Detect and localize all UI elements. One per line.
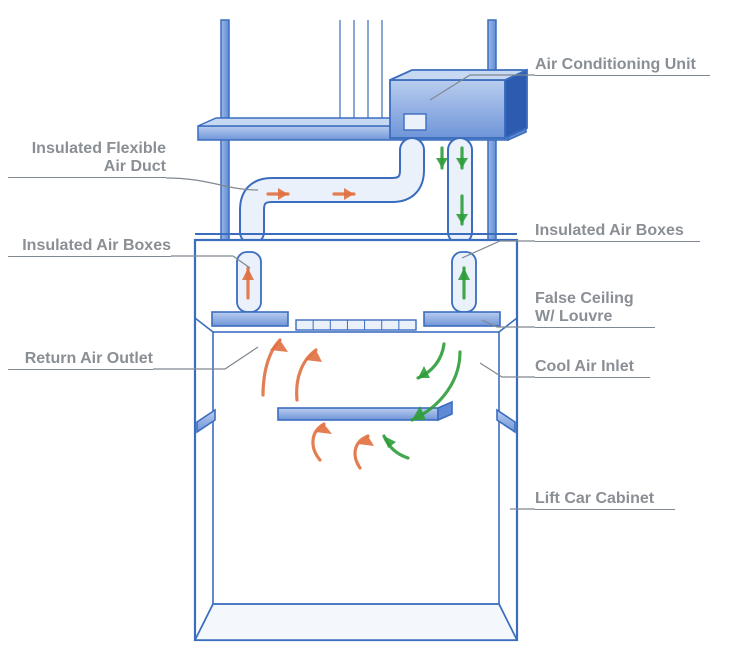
label-flex-duct-1: Insulated Flexible [8,140,166,158]
lift-aircon-diagram [0,0,752,670]
underline-cool-air [535,377,650,378]
label-false-ceiling-1: False Ceiling [535,290,634,308]
underline-air-boxes-left [8,256,171,257]
underline-air-boxes-right [535,241,700,242]
underline-false-ceiling [535,327,655,328]
label-air-boxes-left: Insulated Air Boxes [8,237,171,255]
label-lift-car: Lift Car Cabinet [535,490,654,508]
label-false-ceiling-2: W/ Louvre [535,308,612,326]
underline-flex-duct [8,177,166,178]
label-ac-unit: Air Conditioning Unit [535,56,696,74]
label-flex-duct-2: Air Duct [8,158,166,176]
structure [195,20,527,640]
underline-ac-unit [535,75,710,76]
label-cool-air: Cool Air Inlet [535,358,634,376]
underline-return-air [8,369,153,370]
underline-lift-car [535,509,675,510]
label-return-air: Return Air Outlet [8,350,153,368]
label-air-boxes-right: Insulated Air Boxes [535,222,684,240]
